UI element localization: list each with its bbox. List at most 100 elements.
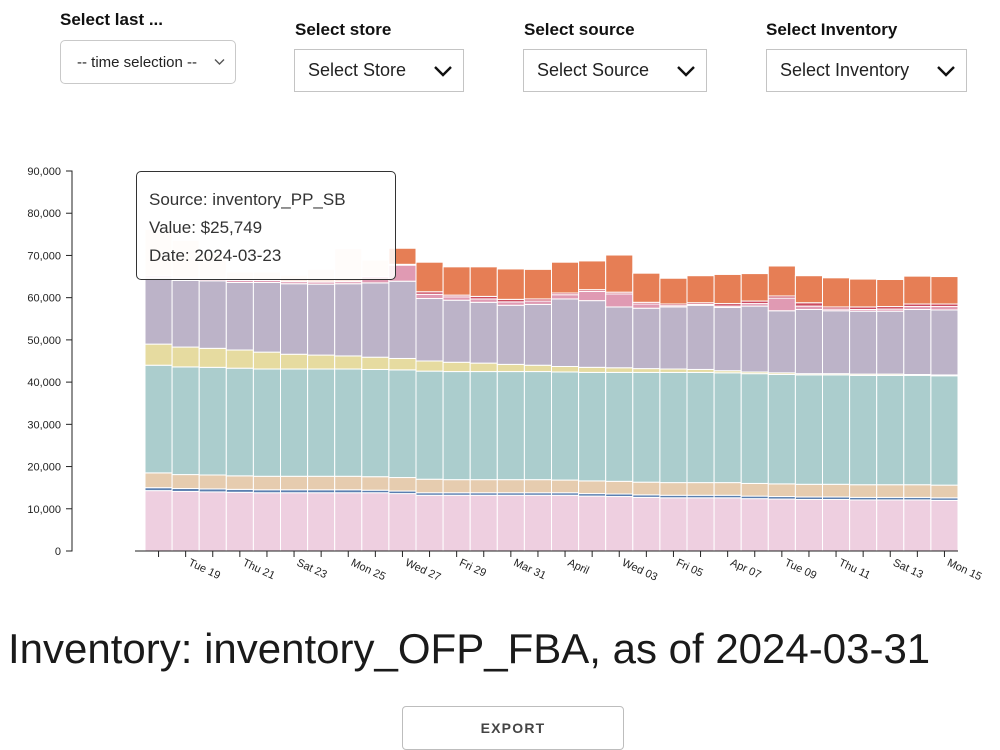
bar-segment-orange-2024-04-14[interactable]	[876, 279, 905, 308]
bar-segment-rose-2024-04-11[interactable]	[794, 305, 824, 310]
bar-segment-pink-2024-04-01[interactable]	[523, 494, 553, 552]
bar-segment-purple-2024-03-24[interactable]	[307, 283, 336, 356]
bar-segment-tan-2024-03-19[interactable]	[171, 474, 200, 490]
bar-segment-yellow-2024-03-26[interactable]	[361, 356, 390, 370]
bar-segment-yellow-2024-04-05[interactable]	[632, 368, 661, 373]
bar-segment-yellow-2024-03-28[interactable]	[415, 360, 444, 372]
bar-segment-teal-2024-04-03[interactable]	[578, 371, 607, 482]
bar-segment-pink-2024-04-07[interactable]	[686, 497, 715, 552]
bar-segment-pink-2024-03-30[interactable]	[469, 494, 498, 552]
bar-segment-pink-2024-03-26[interactable]	[361, 492, 390, 552]
bar-segment-teal-2024-04-08[interactable]	[713, 372, 742, 484]
bar-segment-tan-2024-03-22[interactable]	[252, 475, 281, 491]
bar-segment-tan-2024-03-20[interactable]	[198, 474, 227, 490]
bar-segment-tan-2024-03-30[interactable]	[469, 479, 498, 494]
bar-segment-purple-2024-03-31[interactable]	[496, 304, 525, 365]
bar-segment-tan-2024-04-13[interactable]	[849, 484, 878, 498]
store-dropdown[interactable]: Select Store	[294, 49, 464, 92]
bar-segment-tan-2024-04-04[interactable]	[605, 480, 634, 495]
bar-segment-pink-2024-04-06[interactable]	[659, 497, 688, 552]
bar-segment-teal-2024-04-14[interactable]	[876, 374, 905, 486]
bar-segment-teal-2024-03-21[interactable]	[225, 367, 254, 477]
bar-segment-pink-2024-03-24[interactable]	[307, 492, 336, 552]
bar-segment-yellow-2024-03-20[interactable]	[198, 347, 227, 368]
bar-segment-yellow-2024-03-18[interactable]	[144, 343, 173, 366]
bar-segment-pink-2024-03-25[interactable]	[334, 492, 363, 552]
bar-segment-teal-2024-03-26[interactable]	[361, 368, 390, 478]
bar-segment-purple-2024-04-07[interactable]	[686, 304, 715, 370]
bar-segment-red-2024-04-11[interactable]	[794, 302, 824, 307]
export-button[interactable]: EXPORT	[402, 706, 624, 750]
bar-segment-pink-2024-03-23[interactable]	[280, 492, 309, 552]
bar-segment-pink-2024-03-19[interactable]	[171, 490, 200, 552]
bar-segment-teal-2024-03-28[interactable]	[415, 370, 444, 480]
bar-segment-purple-2024-03-26[interactable]	[361, 282, 390, 358]
bar-segment-teal-2024-03-30[interactable]	[469, 371, 498, 481]
bar-segment-rose-2024-04-16[interactable]	[930, 306, 959, 311]
bar-segment-tan-2024-04-03[interactable]	[578, 480, 607, 495]
bar-segment-orange-2024-03-31[interactable]	[496, 268, 525, 300]
bar-segment-teal-2024-03-29[interactable]	[442, 371, 471, 481]
bar-segment-pink-2024-04-02[interactable]	[551, 494, 580, 552]
bar-segment-purple-2024-04-04[interactable]	[605, 306, 634, 369]
bar-segment-rose-2024-04-03[interactable]	[578, 290, 607, 302]
bar-segment-teal-2024-04-12[interactable]	[822, 374, 851, 485]
bar-segment-pink-2024-03-29[interactable]	[442, 494, 471, 552]
bar-segment-pink-2024-04-05[interactable]	[632, 496, 661, 552]
bar-segment-pink-2024-04-11[interactable]	[794, 498, 824, 552]
bar-segment-purple-2024-03-28[interactable]	[415, 298, 444, 362]
bar-segment-rose-2024-03-30[interactable]	[469, 298, 498, 303]
bar-segment-yellow-2024-04-02[interactable]	[551, 365, 580, 373]
bar-segment-tan-2024-04-15[interactable]	[903, 484, 932, 498]
bar-segment-purple-2024-03-30[interactable]	[469, 301, 498, 364]
bar-segment-teal-2024-04-02[interactable]	[551, 371, 580, 481]
bar-segment-orange-2024-04-06[interactable]	[659, 277, 688, 305]
bar-segment-pink-2024-04-10[interactable]	[767, 498, 796, 552]
bar-segment-rose-2024-03-28[interactable]	[415, 293, 444, 300]
bar-segment-teal-2024-03-23[interactable]	[280, 368, 309, 477]
bar-segment-yellow-2024-04-06[interactable]	[659, 368, 688, 373]
bar-segment-yellow-2024-04-04[interactable]	[605, 367, 634, 373]
bar-segment-orange-2024-04-07[interactable]	[686, 275, 715, 304]
bar-segment-purple-2024-04-15[interactable]	[903, 308, 932, 376]
bar-segment-yellow-2024-03-19[interactable]	[171, 346, 200, 368]
bar-segment-rose-2024-04-10[interactable]	[767, 297, 796, 312]
bar-segment-orange-2024-03-30[interactable]	[469, 266, 498, 297]
bar-segment-rose-2024-03-29[interactable]	[442, 296, 471, 301]
bar-segment-teal-2024-03-24[interactable]	[307, 368, 336, 477]
bar-segment-tan-2024-04-06[interactable]	[659, 482, 688, 496]
bar-segment-pink-2024-04-03[interactable]	[578, 495, 607, 552]
bar-segment-teal-2024-04-04[interactable]	[605, 371, 634, 482]
bar-segment-tan-2024-04-08[interactable]	[713, 482, 742, 496]
bar-segment-tan-2024-03-18[interactable]	[144, 472, 173, 489]
time-selection-dropdown[interactable]: -- time selection --	[60, 40, 236, 84]
bar-segment-teal-2024-03-20[interactable]	[198, 366, 227, 476]
bar-segment-purple-2024-04-14[interactable]	[876, 310, 905, 375]
bar-segment-teal-2024-03-19[interactable]	[171, 366, 200, 476]
bar-segment-orange-2024-04-10[interactable]	[767, 265, 796, 297]
bar-segment-pink-2024-03-20[interactable]	[198, 491, 227, 552]
bar-segment-tan-2024-03-29[interactable]	[442, 479, 471, 494]
bar-segment-yellow-2024-03-30[interactable]	[469, 362, 498, 373]
bar-segment-yellow-2024-04-03[interactable]	[578, 366, 607, 373]
bar-segment-teal-2024-04-09[interactable]	[740, 373, 769, 484]
bar-segment-orange-2024-04-09[interactable]	[740, 273, 769, 302]
bar-segment-tan-2024-03-27[interactable]	[388, 477, 417, 492]
bar-segment-teal-2024-03-27[interactable]	[388, 369, 417, 479]
bar-segment-purple-2024-04-06[interactable]	[659, 306, 688, 370]
bar-segment-tan-2024-03-24[interactable]	[307, 475, 336, 491]
bar-segment-yellow-2024-03-25[interactable]	[334, 355, 363, 370]
bar-segment-orange-2024-04-01[interactable]	[523, 268, 553, 300]
bar-segment-pink-2024-03-22[interactable]	[252, 492, 281, 552]
bar-segment-teal-2024-03-18[interactable]	[144, 364, 173, 474]
bar-segment-purple-2024-04-02[interactable]	[551, 298, 580, 367]
bar-segment-pink-2024-04-16[interactable]	[930, 499, 959, 552]
bar-segment-purple-2024-03-25[interactable]	[334, 283, 363, 357]
bar-segment-orange-2024-04-11[interactable]	[794, 275, 824, 304]
bar-segment-purple-2024-03-27[interactable]	[388, 280, 417, 359]
bar-segment-tan-2024-03-31[interactable]	[496, 479, 525, 494]
bar-segment-teal-2024-04-15[interactable]	[903, 374, 932, 486]
bar-segment-tan-2024-04-11[interactable]	[794, 483, 824, 498]
bar-segment-tan-2024-03-23[interactable]	[280, 475, 309, 491]
bar-segment-rose-2024-04-02[interactable]	[551, 294, 580, 300]
